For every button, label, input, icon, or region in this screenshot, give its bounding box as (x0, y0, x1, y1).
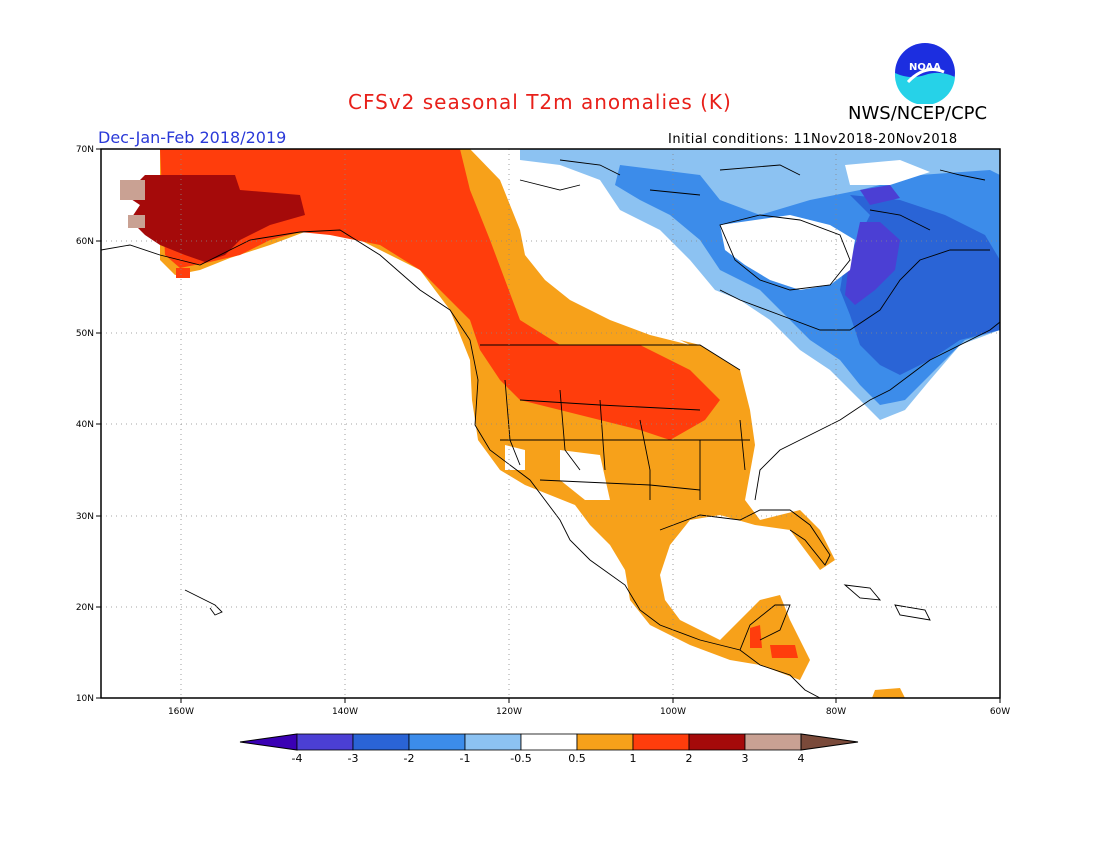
chart-title: CFSv2 seasonal T2m anomalies (K) (348, 90, 732, 114)
lon-label: 100W (660, 707, 686, 717)
colorbar-label: 1 (630, 752, 637, 765)
anomaly-region-hot (125, 175, 305, 262)
colorbar-label: 2 (686, 752, 693, 765)
anomaly-region-very-cold (845, 222, 900, 305)
colorbar-label: -3 (348, 752, 359, 765)
colorbar-label: -4 (292, 752, 303, 765)
colorbar-segment (408, 733, 466, 751)
colorbar-label: 3 (742, 752, 749, 765)
logo-text: NOAA (909, 62, 941, 73)
anomaly-region-very-hot (120, 180, 145, 200)
colorbar-label: 4 (798, 752, 805, 765)
period-label: Dec-Jan-Feb 2018/2019 (98, 128, 287, 147)
anomaly-region-warm (160, 149, 720, 440)
agency-label: NWS/NCEP/CPC (848, 103, 988, 124)
colorbar-segment (296, 733, 354, 751)
colorbar-label: -1 (460, 752, 471, 765)
lon-label: 80W (826, 707, 846, 717)
lon-label: 140W (332, 707, 358, 717)
lat-label: 60N (76, 237, 94, 247)
initial-conditions-label: Initial conditions: 11Nov2018-20Nov2018 (668, 132, 958, 147)
colorbar-segment (520, 733, 578, 751)
colorbar-segment (744, 733, 802, 751)
lat-label: 70N (76, 145, 94, 155)
colorbar-segment (632, 733, 690, 751)
colorbar-segment (576, 733, 634, 751)
colorbar-segment (352, 733, 410, 751)
lon-label: 160W (168, 707, 194, 717)
lon-label: 60W (990, 707, 1010, 717)
colorbar-label: -0.5 (510, 752, 531, 765)
lat-label: 50N (76, 329, 94, 339)
anomaly-region-slight-warm (160, 149, 835, 680)
colorbar-segment (464, 733, 522, 751)
lon-label: 120W (496, 707, 522, 717)
lat-label: 40N (76, 420, 94, 430)
lat-label: 20N (76, 603, 94, 613)
colorbar-arrow-left (239, 733, 298, 751)
colorbar-arrow-right (800, 733, 859, 751)
axis-ticks (96, 148, 1001, 703)
lat-label: 30N (76, 512, 94, 522)
colorbar-label: 0.5 (568, 752, 586, 765)
colorbar-segment (688, 733, 746, 751)
colorbar: -4 -3 -2 -1 -0.5 0.5 1 2 3 4 (239, 733, 859, 765)
noaa-logo-icon: NOAA (894, 43, 955, 104)
coastlines (101, 159, 1000, 698)
colorbar-label: -2 (404, 752, 415, 765)
anomaly-field (101, 149, 1000, 698)
lat-label: 10N (76, 694, 94, 704)
